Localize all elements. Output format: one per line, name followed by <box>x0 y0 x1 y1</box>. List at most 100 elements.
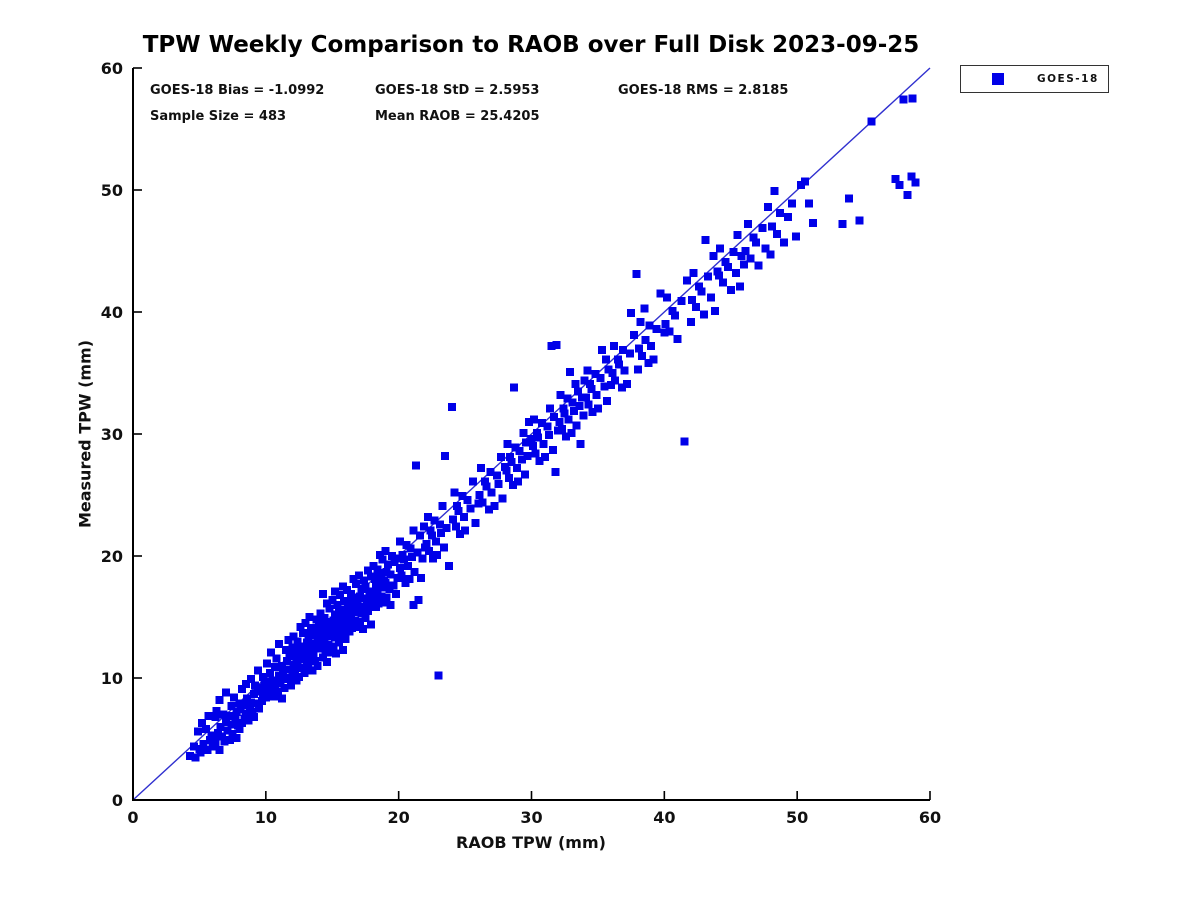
scatter-point <box>249 713 258 721</box>
scatter-point <box>241 680 250 689</box>
scatter-point <box>247 698 256 707</box>
scatter-point <box>437 528 446 537</box>
scatter-point <box>299 628 307 637</box>
scatter-point <box>352 580 361 589</box>
scatter-point <box>414 595 423 604</box>
scatter-point <box>585 380 594 388</box>
scatter-point <box>434 671 443 680</box>
scatter-point <box>700 310 709 319</box>
scatter-point <box>293 658 302 667</box>
scatter-point <box>908 94 917 103</box>
scatter-point <box>660 328 669 337</box>
scatter-point <box>463 495 472 504</box>
scatter-point <box>361 614 370 623</box>
scatter-point <box>252 699 261 708</box>
scatter-point <box>411 461 420 470</box>
scatter-point <box>682 276 691 285</box>
scatter-point <box>325 632 334 641</box>
scatter-point <box>275 639 284 648</box>
scatter-point <box>265 669 274 678</box>
scatter-point <box>400 555 408 564</box>
scatter-point <box>899 95 908 104</box>
scatter-point <box>301 619 310 628</box>
stat-mean-raob: Mean RAOB = 25.4205 <box>375 109 540 124</box>
x-tick-label: 0 <box>127 808 138 827</box>
scatter-point <box>649 355 658 364</box>
scatter-point <box>461 526 470 535</box>
scatter-point <box>398 550 407 559</box>
scatter-point <box>230 693 238 702</box>
scatter-point <box>226 736 234 745</box>
scatter-point <box>409 526 418 535</box>
scatter-point <box>514 477 523 486</box>
scatter-point <box>380 598 389 607</box>
scatter-point <box>277 694 286 703</box>
scatter-point <box>259 672 268 681</box>
scatter-point <box>280 683 289 692</box>
scatter-point <box>528 442 537 451</box>
scatter-point <box>350 616 359 625</box>
scatter-point <box>358 625 367 634</box>
scatter-point <box>362 598 371 607</box>
scatter-point <box>354 571 363 580</box>
scatter-point <box>609 342 618 351</box>
scatter-points <box>186 94 920 762</box>
scatter-point <box>706 293 715 302</box>
scatter-point <box>442 523 451 532</box>
scatter-point <box>550 412 559 421</box>
stat-bias: GOES-18 Bias = -1.0992 <box>150 83 325 98</box>
scatter-point <box>733 231 742 240</box>
scatter-point <box>454 506 463 515</box>
y-tick-label: 30 <box>101 425 123 444</box>
scatter-point <box>417 574 426 582</box>
scatter-point <box>677 297 686 305</box>
scatter-point <box>405 575 414 584</box>
scatter-point <box>384 560 392 569</box>
scatter-point <box>613 355 622 364</box>
scatter-point <box>551 467 560 476</box>
scatter-point <box>568 398 577 407</box>
scatter-point <box>603 397 612 406</box>
scatter-point <box>572 421 581 430</box>
scatter-point <box>334 638 343 647</box>
scatter-point <box>584 400 593 409</box>
scatter-point <box>704 272 713 281</box>
scatter-point <box>255 704 264 713</box>
y-tick-label: 50 <box>101 181 123 200</box>
scatter-point <box>450 488 459 497</box>
scatter-point <box>597 345 606 354</box>
scatter-point <box>190 742 199 751</box>
scatter-point <box>506 453 515 462</box>
scatter-point <box>277 661 286 670</box>
scatter-point <box>779 238 788 247</box>
scatter-point <box>316 609 325 618</box>
scatter-point <box>334 606 343 615</box>
y-tick-label: 10 <box>101 669 123 688</box>
scatter-point <box>389 581 398 590</box>
scatter-point <box>559 404 568 413</box>
scatter-point <box>210 735 218 743</box>
scatter-point <box>512 464 521 473</box>
scatter-point <box>761 244 770 253</box>
scatter-point <box>749 233 758 242</box>
scatter-point <box>567 428 576 437</box>
scatter-point <box>775 209 784 218</box>
scatter-point <box>196 748 205 757</box>
scatter-point <box>267 686 276 695</box>
scatter-point <box>295 672 303 681</box>
scatter-point <box>212 706 221 715</box>
scatter-point <box>409 600 418 609</box>
scatter-point <box>478 498 487 507</box>
scatter-point <box>469 477 478 486</box>
scatter-point <box>423 513 432 521</box>
scatter-point <box>732 269 741 277</box>
scatter-point <box>237 685 246 693</box>
legend: GOES-18 <box>960 65 1109 93</box>
scatter-point <box>223 726 232 735</box>
scatter-point <box>475 491 484 499</box>
scatter-point <box>381 547 390 556</box>
scatter-point <box>287 681 296 690</box>
scatter-point <box>344 599 353 608</box>
scatter-point <box>809 218 818 227</box>
